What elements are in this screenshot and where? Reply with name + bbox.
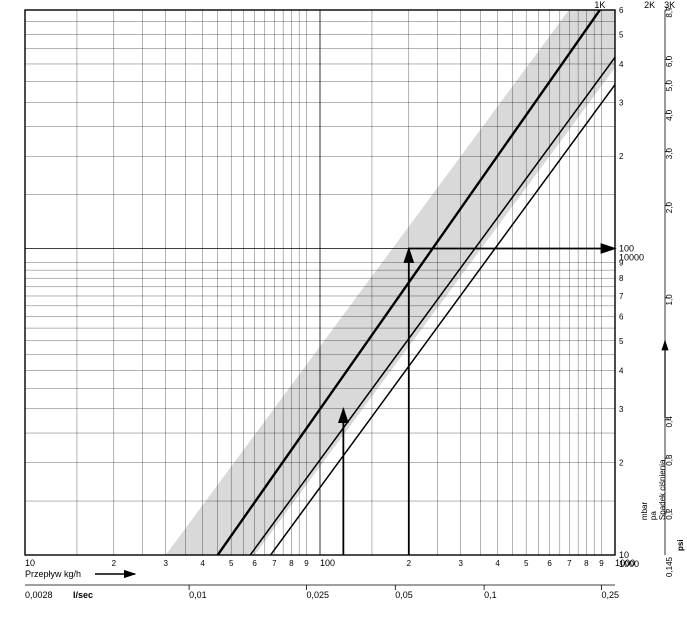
psi-tick-0,3: 0,3 [665,454,674,466]
x2-tick-0,25: 0,25 [602,590,620,600]
x-minor-800: 8 [584,559,589,568]
y-minor-70: 7 [619,292,624,301]
y-major-pa-1000: 1000 [619,559,639,569]
pressure-drop-nomograph: 1K2K3K1010010002345678923456789Przepływ … [0,0,687,620]
x-major-100: 100 [320,558,335,568]
x2-tick-0,05: 0,05 [395,590,413,600]
y-minor-500: 5 [619,30,624,39]
y-minor-80: 8 [619,274,624,283]
x-minor-70: 7 [272,559,277,568]
x2-tick-0,025: 0,025 [307,590,330,600]
y-title-pa: pa [649,511,658,520]
x-minor-20: 2 [112,559,117,568]
x-minor-200: 2 [407,559,412,568]
psi-left-value: 0,145 [665,556,674,577]
psi-tick-2,0: 2,0 [665,202,674,214]
psi-tick-8,7: 8,7 [665,6,674,18]
x-minor-700: 7 [567,559,572,568]
curve-label-1k: 1K [594,0,605,10]
x2-left-value: 0,0028 [25,590,53,600]
psi-tick-0,4: 0,4 [665,416,674,428]
x-minor-600: 6 [547,559,552,568]
x-minor-60: 6 [252,559,257,568]
y-minor-30: 3 [619,405,624,414]
x-minor-80: 8 [289,559,294,568]
y-minor-90: 9 [619,259,624,268]
psi-tick-3,0: 3,0 [665,148,674,160]
y-minor-60: 6 [619,312,624,321]
x-minor-500: 5 [524,559,529,568]
x-minor-90: 9 [304,559,309,568]
x-minor-50: 5 [229,559,234,568]
psi-tick-0,2: 0,2 [665,508,674,520]
psi-tick-4,0: 4,0 [665,109,674,121]
x-major-10: 10 [25,558,35,568]
y-minor-40: 4 [619,366,624,375]
psi-title: psi [676,539,685,551]
psi-tick-6,0: 6,0 [665,55,674,67]
curve-label-2k: 2K [644,0,655,10]
x-minor-900: 9 [599,559,604,568]
x-minor-40: 4 [200,559,205,568]
y-minor-600: 6 [619,6,624,15]
psi-tick-1,0: 1,0 [665,294,674,306]
x-minor-30: 3 [164,559,169,568]
psi-tick-5,0: 5,0 [665,80,674,92]
x2-tick-0,1: 0,1 [484,590,497,600]
y-minor-300: 3 [619,98,624,107]
y-minor-20: 2 [619,459,624,468]
x-minor-400: 4 [495,559,500,568]
y-minor-50: 5 [619,337,624,346]
y-minor-200: 2 [619,152,624,161]
x-title-primary: Przepływ kg/h [25,569,81,579]
x2-tick-0,01: 0,01 [189,590,207,600]
y-minor-400: 4 [619,60,624,69]
y-title-mbar: mbar [640,502,649,521]
x-minor-300: 3 [459,559,464,568]
x2-title: l/sec [73,590,93,600]
